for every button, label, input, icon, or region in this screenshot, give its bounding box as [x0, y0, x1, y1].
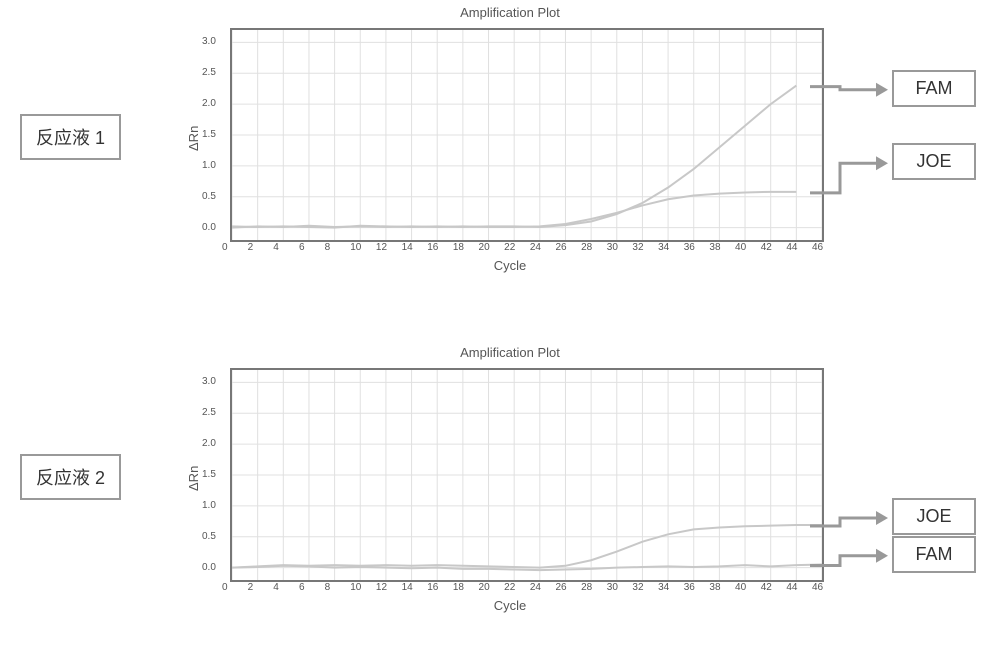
x-tick-label: 24: [530, 582, 541, 593]
legend-joe: JOE: [892, 498, 976, 535]
x-tick-label: 6: [299, 582, 305, 593]
x-tick-label: 4: [273, 242, 279, 253]
x-tick-label: 8: [325, 242, 331, 253]
chart-title: Amplification Plot: [180, 345, 840, 360]
x-tick-label: 38: [709, 242, 720, 253]
x-tick-label: 20: [479, 582, 490, 593]
x-tick-label: 2: [248, 242, 254, 253]
y-tick-label: 2.0: [202, 438, 216, 449]
x-tick-label: 26: [555, 242, 566, 253]
x-tick-label: 0: [222, 242, 228, 253]
x-tick-label: 36: [684, 582, 695, 593]
plot-area: [230, 368, 824, 582]
y-tick-label: 1.0: [202, 500, 216, 511]
legend-joe: JOE: [892, 143, 976, 180]
x-tick-label: 36: [684, 242, 695, 253]
x-tick-label: 34: [658, 242, 669, 253]
legend-fam: FAM: [892, 536, 976, 573]
reaction-label-1: 反应液 1: [20, 114, 121, 160]
y-tick-label: 3.0: [202, 36, 216, 47]
chart-panel-2: Amplification Plot0246810121416182022242…: [180, 345, 840, 613]
y-tick-label: 2.5: [202, 407, 216, 418]
x-tick-label: 28: [581, 582, 592, 593]
plot-area: [230, 28, 824, 242]
x-tick-label: 10: [350, 582, 361, 593]
x-tick-label: 8: [325, 582, 331, 593]
x-tick-label: 16: [427, 582, 438, 593]
y-tick-label: 3.0: [202, 376, 216, 387]
x-tick-label: 20: [479, 242, 490, 253]
x-tick-label: 42: [761, 242, 772, 253]
y-tick-label: 2.5: [202, 67, 216, 78]
x-tick-label: 28: [581, 242, 592, 253]
x-tick-label: 30: [607, 242, 618, 253]
x-tick-label: 32: [632, 582, 643, 593]
y-tick-label: 1.5: [202, 129, 216, 140]
reaction-label-2: 反应液 2: [20, 454, 121, 500]
x-tick-label: 12: [376, 242, 387, 253]
x-tick-label: 40: [735, 242, 746, 253]
legend-fam: FAM: [892, 70, 976, 107]
x-tick-label: 30: [607, 582, 618, 593]
x-tick-label: 4: [273, 582, 279, 593]
x-tick-label: 24: [530, 242, 541, 253]
x-tick-label: 44: [786, 242, 797, 253]
x-axis-label: Cycle: [180, 598, 840, 613]
x-tick-label: 2: [248, 582, 254, 593]
chart-title: Amplification Plot: [180, 5, 840, 20]
x-tick-label: 6: [299, 242, 305, 253]
x-tick-label: 16: [427, 242, 438, 253]
y-axis-label: ΔRn: [186, 126, 201, 151]
x-tick-label: 46: [812, 242, 823, 253]
x-tick-label: 34: [658, 582, 669, 593]
y-tick-label: 0.5: [202, 531, 216, 542]
x-tick-label: 14: [402, 242, 413, 253]
x-tick-label: 22: [504, 242, 515, 253]
series-line-joe: [232, 525, 822, 568]
x-tick-label: 42: [761, 582, 772, 593]
y-tick-label: 1.5: [202, 469, 216, 480]
x-tick-label: 22: [504, 582, 515, 593]
x-tick-label: 32: [632, 242, 643, 253]
x-tick-label: 18: [453, 582, 464, 593]
x-tick-label: 12: [376, 582, 387, 593]
x-axis-label: Cycle: [180, 258, 840, 273]
chart-panel-1: Amplification Plot0246810121416182022242…: [180, 5, 840, 273]
y-axis-label: ΔRn: [186, 466, 201, 491]
y-tick-label: 1.0: [202, 160, 216, 171]
x-tick-label: 26: [555, 582, 566, 593]
y-tick-label: 0.0: [202, 562, 216, 573]
x-tick-label: 40: [735, 582, 746, 593]
x-tick-label: 44: [786, 582, 797, 593]
y-tick-label: 0.5: [202, 191, 216, 202]
y-tick-label: 2.0: [202, 98, 216, 109]
x-tick-label: 0: [222, 582, 228, 593]
x-tick-label: 46: [812, 582, 823, 593]
y-tick-label: 0.0: [202, 222, 216, 233]
x-tick-label: 38: [709, 582, 720, 593]
x-tick-label: 10: [350, 242, 361, 253]
x-tick-label: 14: [402, 582, 413, 593]
x-tick-label: 18: [453, 242, 464, 253]
